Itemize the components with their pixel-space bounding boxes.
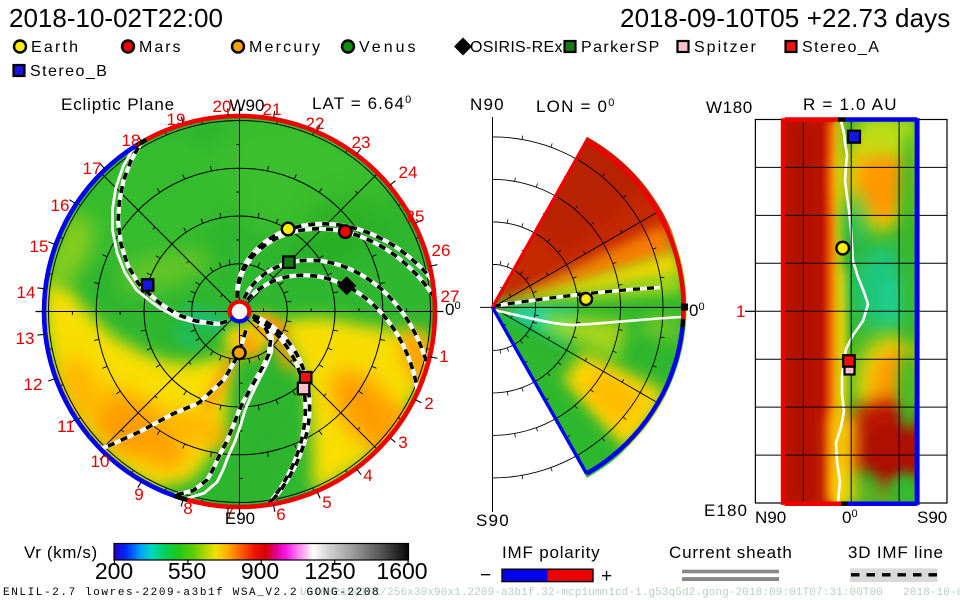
svg-text:23: 23 xyxy=(352,133,371,152)
svg-text:1250: 1250 xyxy=(304,558,355,584)
svg-text:2: 2 xyxy=(424,394,433,413)
svg-text:Stereo_B: Stereo_B xyxy=(30,63,108,80)
svg-text:OSIRIS-REx: OSIRIS-REx xyxy=(470,39,563,56)
svg-text:10: 10 xyxy=(91,452,110,471)
svg-text:N90: N90 xyxy=(755,508,786,527)
svg-text:4: 4 xyxy=(363,466,372,485)
svg-text:E90: E90 xyxy=(225,509,255,528)
svg-text:Mars: Mars xyxy=(139,39,183,56)
svg-text:Vr (km/s): Vr (km/s) xyxy=(24,543,98,562)
svg-text:14: 14 xyxy=(17,283,36,302)
svg-text:Mercury: Mercury xyxy=(249,39,322,56)
svg-text:1: 1 xyxy=(736,302,745,321)
svg-text:S90: S90 xyxy=(917,508,947,527)
svg-text:3: 3 xyxy=(398,433,407,452)
svg-text:S90: S90 xyxy=(476,511,510,530)
svg-text:11: 11 xyxy=(57,417,75,436)
svg-text:Spitzer: Spitzer xyxy=(694,39,758,56)
svg-text:24: 24 xyxy=(399,163,418,182)
svg-text:15: 15 xyxy=(30,237,49,256)
svg-text:R = 1.0 AU: R = 1.0 AU xyxy=(803,95,898,114)
svg-text:Ecliptic Plane: Ecliptic Plane xyxy=(61,95,175,114)
svg-text:12: 12 xyxy=(24,375,43,394)
svg-text:13: 13 xyxy=(16,329,35,348)
svg-text:9: 9 xyxy=(134,485,143,504)
svg-text:LON = 00: LON = 00 xyxy=(536,97,616,116)
svg-text:IMF polarity: IMF polarity xyxy=(502,543,600,562)
svg-text:17: 17 xyxy=(83,159,102,178)
svg-text:W90: W90 xyxy=(230,96,265,115)
svg-text:+: + xyxy=(601,566,612,587)
svg-text:2018-10-02T22:00: 2018-10-02T22:00 xyxy=(9,3,223,33)
svg-text:900: 900 xyxy=(241,558,279,584)
svg-text:UE1002154101/256x30x90x1.2209-: UE1002154101/256x30x90x1.2209-a3b1f.32-m… xyxy=(300,587,960,599)
svg-text:26: 26 xyxy=(432,241,451,260)
svg-text:6: 6 xyxy=(276,505,285,524)
svg-text:27: 27 xyxy=(441,287,460,306)
svg-text:200: 200 xyxy=(95,558,133,584)
svg-text:20: 20 xyxy=(213,97,232,116)
svg-text:Earth: Earth xyxy=(31,39,80,56)
svg-text:2018-09-10T05 +22.73 days: 2018-09-10T05 +22.73 days xyxy=(620,3,950,33)
svg-text:ENLIL-2.7 lowres-2209-a3b1f WS: ENLIL-2.7 lowres-2209-a3b1f WSA_V2.2 GON… xyxy=(3,587,380,599)
svg-text:8: 8 xyxy=(183,499,192,518)
svg-text:−: − xyxy=(480,565,491,586)
svg-text:550: 550 xyxy=(168,558,206,584)
svg-text:Venus: Venus xyxy=(359,39,418,56)
svg-text:N90: N90 xyxy=(470,95,505,114)
svg-text:16: 16 xyxy=(51,196,70,215)
svg-text:1600: 1600 xyxy=(376,558,427,584)
svg-text:1: 1 xyxy=(439,347,448,366)
svg-text:25: 25 xyxy=(406,207,425,226)
svg-text:7: 7 xyxy=(225,503,234,522)
svg-text:E180: E180 xyxy=(704,501,748,520)
svg-text:W180: W180 xyxy=(706,98,753,117)
svg-text:22: 22 xyxy=(306,114,325,133)
svg-text:18: 18 xyxy=(122,131,141,150)
svg-text:Current sheath: Current sheath xyxy=(669,543,793,562)
svg-text:19: 19 xyxy=(167,110,186,129)
svg-text:Stereo_A: Stereo_A xyxy=(802,39,880,56)
svg-text:3D IMF line: 3D IMF line xyxy=(848,543,944,562)
svg-text:ParkerSP: ParkerSP xyxy=(581,39,661,56)
svg-text:21: 21 xyxy=(263,100,282,119)
svg-text:LAT = 6.640: LAT = 6.640 xyxy=(312,94,412,113)
svg-text:5: 5 xyxy=(322,493,331,512)
